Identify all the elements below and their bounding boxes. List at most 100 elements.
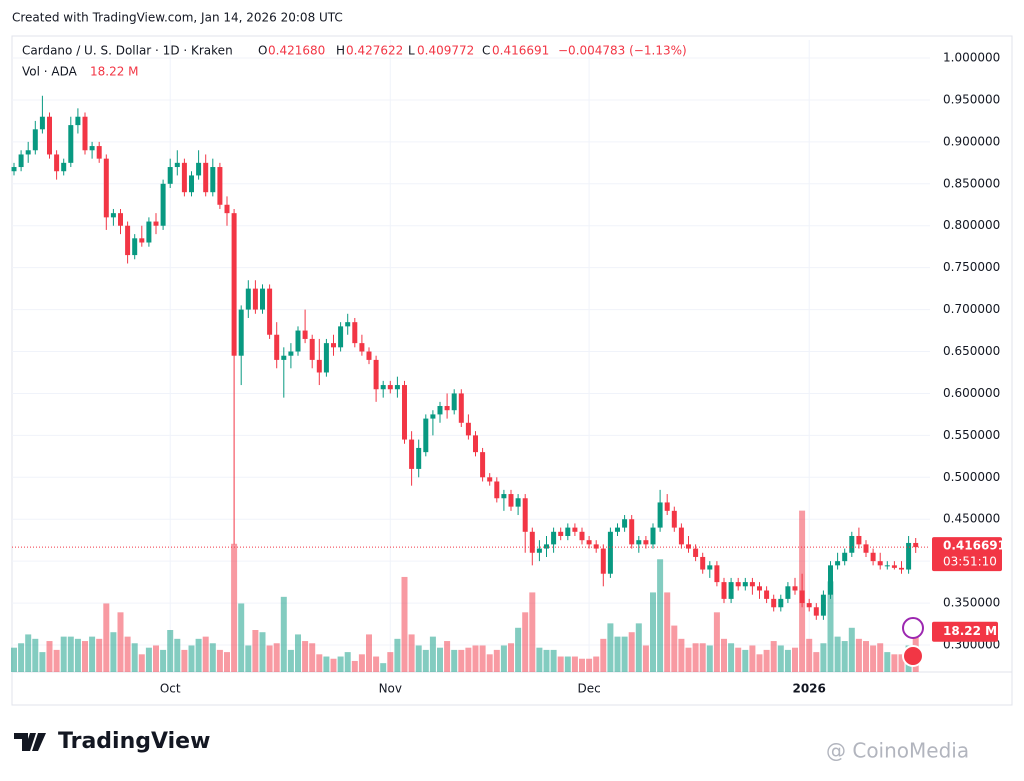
volume-bar: [564, 656, 571, 672]
candle-body: [274, 334, 280, 360]
volume-bar: [174, 638, 181, 672]
y-tick-label: 0.350000: [943, 596, 1000, 610]
candle-body: [600, 548, 606, 574]
candle-body: [820, 594, 826, 616]
volume-value-label: 18.22 M: [943, 624, 997, 638]
candle-body: [544, 544, 549, 549]
candle-body: [267, 288, 273, 335]
candle-body: [387, 385, 393, 390]
y-tick-label: 0.950000: [943, 92, 1000, 106]
volume-bar: [287, 649, 294, 672]
volume-bar: [607, 623, 614, 672]
candle-body: [863, 544, 869, 553]
candle-body: [749, 582, 755, 587]
volume-bar: [259, 632, 266, 672]
volume-bar: [735, 647, 742, 672]
candle-body: [18, 154, 24, 168]
volume-bar: [408, 634, 415, 672]
volume-bar: [784, 649, 791, 672]
y-tick-label: 0.900000: [943, 134, 1000, 148]
candle-body: [721, 582, 727, 599]
volume-bar: [891, 654, 898, 672]
volume-bar: [770, 641, 777, 672]
y-tick-label: 0.600000: [943, 386, 1000, 400]
x-tick-label: 2026: [792, 682, 825, 696]
candle-body: [47, 116, 52, 155]
candle-body: [217, 167, 223, 205]
volume-bar: [713, 612, 720, 672]
high-value: 0.427622: [346, 44, 403, 58]
candle-body: [32, 129, 38, 151]
legend: Cardano / U. S. Dollar · 1D · Kraken O 0…: [22, 44, 687, 79]
close-label: C: [482, 44, 490, 58]
volume-bar: [699, 643, 706, 672]
volume-bar: [635, 623, 642, 672]
volume-bar: [855, 638, 862, 672]
volume-bar: [500, 645, 507, 672]
volume-bar: [650, 592, 656, 672]
candle-body: [380, 385, 386, 390]
event-icon: [902, 617, 924, 639]
y-tick-label: 0.650000: [943, 344, 1000, 358]
volume-bar: [451, 649, 458, 672]
candle-body: [792, 586, 798, 591]
candle-body: [735, 582, 741, 587]
x-tick-label: Nov: [379, 682, 402, 696]
volume-value: 18.22 M: [90, 65, 139, 79]
candle-body: [402, 385, 407, 440]
candle-body: [224, 204, 230, 214]
y-tick-label: 0.450000: [943, 512, 1000, 526]
candle-body: [870, 552, 876, 562]
candle-body: [842, 552, 848, 562]
candle-body: [458, 393, 464, 423]
volume-bar: [465, 647, 472, 672]
candle-body: [323, 343, 329, 373]
flag-icon: [902, 645, 924, 667]
volume-bar: [756, 654, 763, 672]
candle-body: [586, 540, 592, 545]
volume-bar: [160, 649, 167, 672]
candle-body: [118, 213, 123, 226]
high-label: H: [336, 44, 345, 58]
candle-body: [657, 502, 663, 528]
volume-bar: [877, 643, 884, 672]
candle-body: [210, 167, 216, 193]
volume-bar: [252, 630, 259, 672]
volume-bar: [39, 652, 46, 672]
volume-bar: [550, 649, 557, 672]
candle-body: [245, 288, 251, 310]
volume-bar: [827, 581, 834, 672]
candle-body: [515, 498, 521, 507]
candle-body: [416, 447, 422, 469]
volume-bar: [309, 643, 316, 672]
candle-body: [25, 150, 31, 155]
candle-body: [629, 519, 635, 545]
volume-bar: [685, 647, 692, 672]
volume-bar: [60, 636, 67, 672]
candle-body: [345, 322, 351, 327]
volume-bar: [508, 643, 514, 672]
candle-body: [636, 540, 642, 545]
low-value: 0.409772: [417, 44, 474, 58]
candle-body: [288, 351, 294, 356]
candle-body: [529, 531, 535, 553]
volume-bar: [53, 649, 60, 672]
candle-body: [508, 494, 514, 507]
candle-body: [643, 540, 649, 545]
volume-bar: [245, 645, 252, 672]
candle-body: [494, 481, 500, 499]
volume-bar: [266, 645, 273, 672]
candle-body: [437, 406, 443, 415]
volume-bar: [131, 643, 138, 672]
volume-bar: [380, 663, 387, 672]
candle-body: [252, 288, 258, 310]
volume-bar: [792, 647, 798, 672]
volume-bar: [614, 636, 621, 672]
candle-body: [757, 586, 762, 591]
countdown-label: 03:51:10: [943, 555, 997, 569]
volume-bar: [280, 596, 287, 672]
volume-bar: [437, 647, 443, 672]
candle-body: [501, 494, 507, 499]
candle-body: [451, 393, 457, 411]
volume-bar: [330, 658, 337, 672]
